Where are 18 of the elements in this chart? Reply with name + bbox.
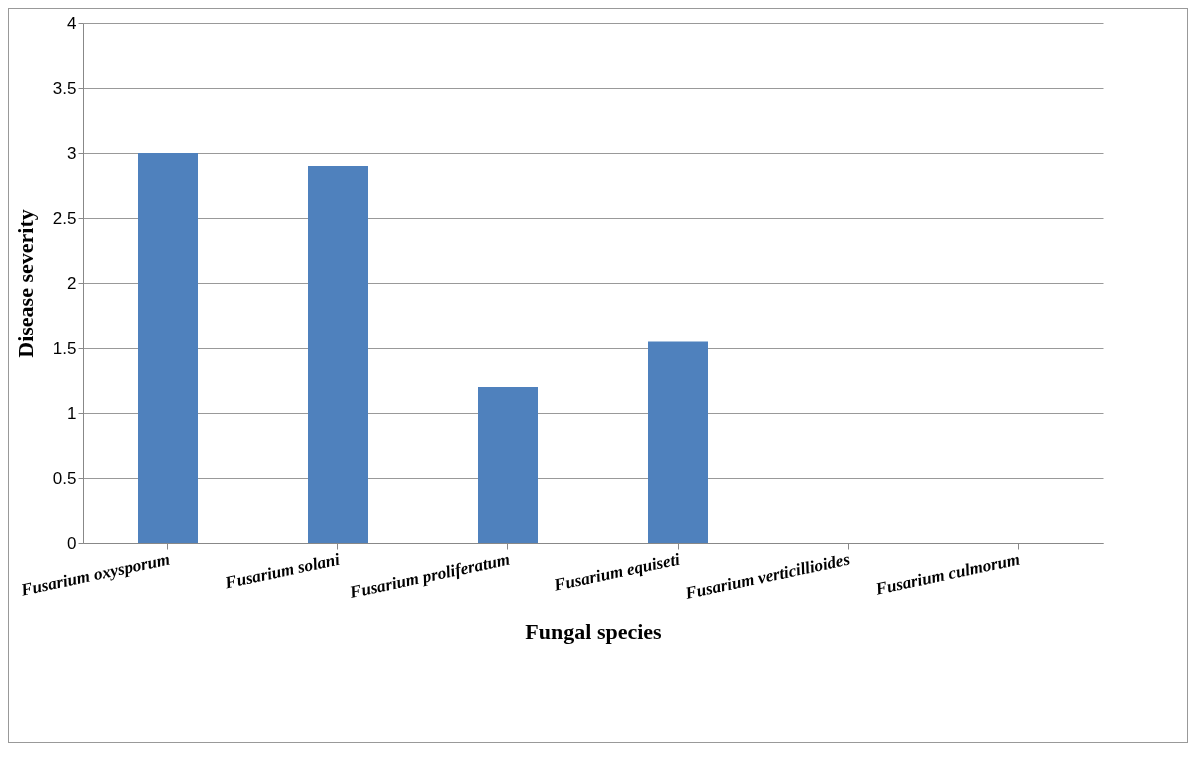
y-tick-label: 4 — [67, 13, 77, 33]
y-tick-label: 2 — [67, 273, 77, 293]
y-tick-label: 3 — [67, 143, 77, 163]
x-tick-label: Fusarium equiseti — [551, 549, 682, 595]
x-tick-label: Fusarium culmorum — [872, 549, 1022, 599]
bar — [478, 387, 538, 543]
y-tick-label: 3.5 — [52, 78, 77, 98]
y-tick-label: 1.5 — [52, 338, 77, 358]
y-tick-label: 1 — [67, 403, 77, 423]
y-axis-title: Disease severity — [12, 209, 38, 358]
x-tick-label: Fusarium solani — [222, 549, 342, 593]
bar — [138, 153, 198, 543]
bar — [648, 341, 708, 543]
x-axis-title: Fungal species — [525, 619, 663, 645]
x-tick-label: Fusarium verticillioides — [682, 549, 852, 604]
bar — [308, 166, 368, 543]
y-tick-label: 2.5 — [52, 208, 77, 228]
y-tick-label: 0.5 — [52, 468, 77, 488]
